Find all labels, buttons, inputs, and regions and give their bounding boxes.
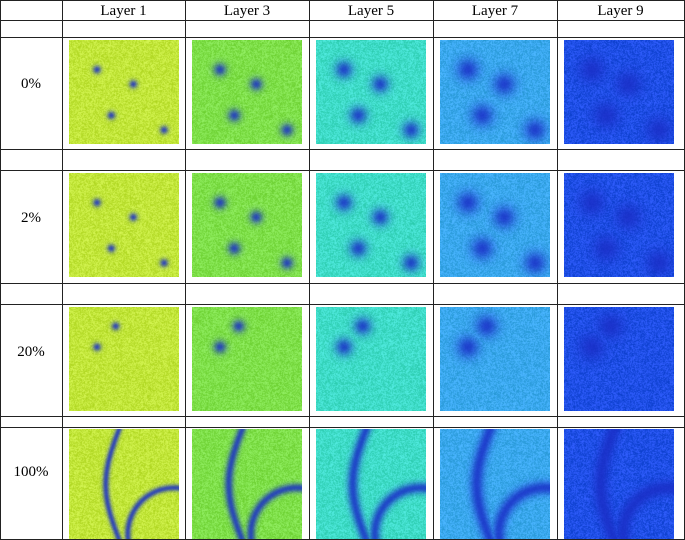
table-hline-7	[0, 416, 685, 417]
heatmap-tile-row4-col4	[440, 429, 550, 539]
table-hline-8	[0, 427, 685, 428]
table-vline-3	[309, 0, 310, 540]
heatmap-tile-row3-col3	[316, 307, 426, 411]
heatmap-tile-row4-col5	[564, 429, 674, 539]
heatmap-tile-row2-col4	[440, 173, 550, 277]
heatmap-tile-row1-col4	[440, 40, 550, 144]
heatmap-tile-row2-col1	[69, 173, 179, 277]
table-hline-5	[0, 283, 685, 284]
heatmap-tile-row1-col2	[192, 40, 302, 144]
table-hline-4	[0, 170, 685, 171]
heatmap-tile-row3-col5	[564, 307, 674, 411]
table-vline-1	[62, 0, 63, 540]
heatmap-tile-row4-col2	[192, 429, 302, 539]
table-hline-2	[0, 37, 685, 38]
row-label-100pct: 100%	[13, 464, 49, 480]
heatmap-tile-row2-col3	[316, 173, 426, 277]
col-header-layer-9: Layer 9	[597, 3, 644, 19]
heatmap-tile-row3-col4	[440, 307, 550, 411]
table-hline-1	[0, 20, 685, 21]
row-label-20pct: 20%	[17, 344, 45, 360]
col-header-layer-3: Layer 3	[223, 3, 271, 19]
heatmap-tile-row4-col3	[316, 429, 426, 539]
col-header-layer-1: Layer 1	[100, 3, 147, 19]
table-vline-5	[557, 0, 558, 540]
heatmap-tile-row1-col1	[69, 40, 179, 144]
row-label-0pct: 0%	[21, 76, 41, 92]
heatmap-tile-row2-col5	[564, 173, 674, 277]
table-vline-2	[185, 0, 186, 540]
heatmap-tile-row3-col2	[192, 307, 302, 411]
row-label-2pct: 2%	[21, 210, 41, 226]
table-hline-0	[0, 0, 685, 1]
table-hline-3	[0, 149, 685, 150]
col-header-layer-7: Layer 7	[471, 3, 519, 19]
heatmap-tile-row2-col2	[192, 173, 302, 277]
col-header-layer-5: Layer 5	[347, 3, 395, 19]
heatmap-tile-row1-col3	[316, 40, 426, 144]
heatmap-tile-row3-col1	[69, 307, 179, 411]
heatmap-tile-row4-col1	[69, 429, 179, 539]
table-vline-4	[433, 0, 434, 540]
table-vline-0	[0, 0, 1, 540]
heatmap-tile-row1-col5	[564, 40, 674, 144]
table-hline-6	[0, 304, 685, 305]
